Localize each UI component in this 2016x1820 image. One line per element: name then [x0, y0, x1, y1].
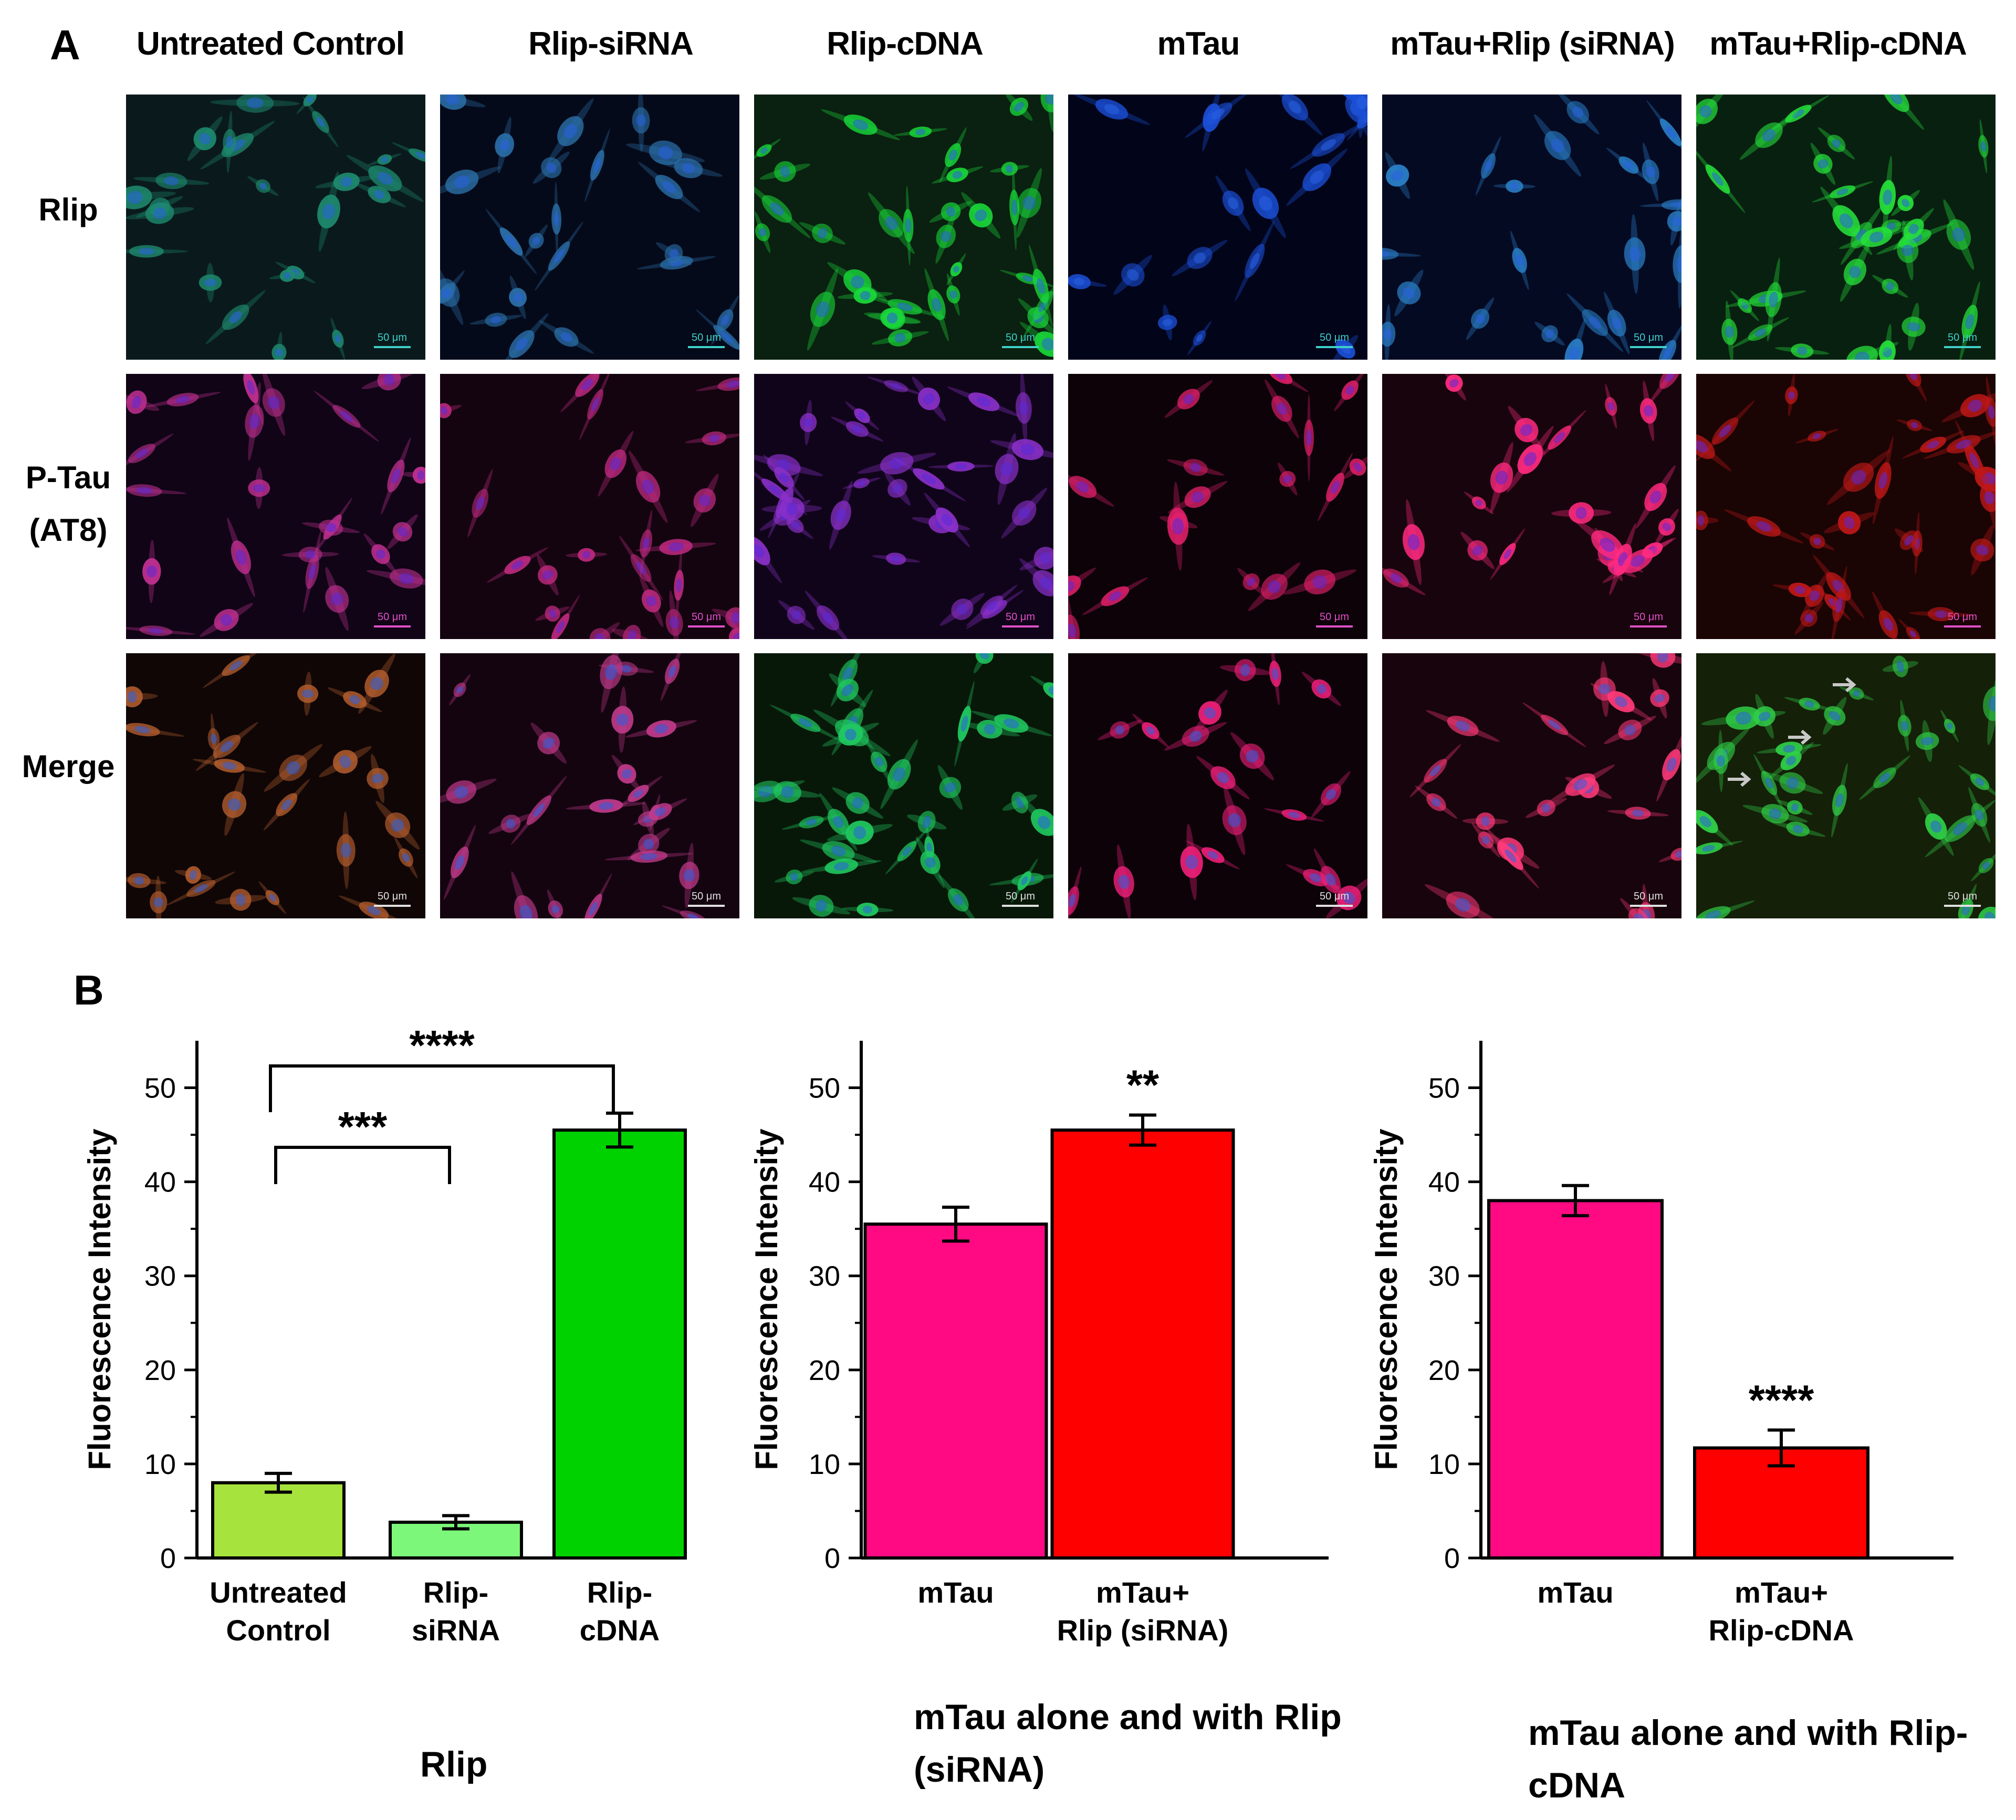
panel-b-letter: B [74, 967, 104, 1013]
micrograph-merge-mtau: 50 μm [1068, 653, 1367, 918]
scale-bar: 50 μm [1316, 891, 1353, 907]
micrograph-rlip-mts: 50 μm [1382, 95, 1681, 360]
y-tick-label: 20 [1428, 1355, 1460, 1386]
y-tick-label: 10 [1428, 1449, 1460, 1480]
column-header-sir: Rlip-siRNA [528, 26, 694, 62]
bar-0 [863, 1222, 1048, 1560]
micrograph-ptau-uc: 50 μm [126, 374, 425, 639]
scale-bar: 50 μm [688, 891, 725, 907]
column-header-mts: mTau+Rlip (siRNA) [1390, 26, 1675, 62]
column-header-mtc: mTau+Rlip-cDNA [1709, 26, 1967, 62]
scale-bar: 50 μm [374, 891, 411, 907]
category-label-2: Rlip-cDNA [580, 1576, 660, 1647]
micrograph-ptau-sir: 50 μm [440, 374, 739, 639]
scale-bar: 50 μm [1316, 611, 1353, 627]
caption-mtau-cdna: mTau alone and with Rlip-cDNA [1528, 1713, 1968, 1805]
y-tick-label: 20 [144, 1355, 176, 1386]
micrograph-ptau-mtc: 50 μm [1696, 374, 1996, 639]
scale-bar: 50 μm [374, 332, 411, 348]
y-tick-label: 0 [1444, 1543, 1460, 1574]
category-label-0: mTau [1537, 1576, 1613, 1609]
panel-a-letter: A [50, 22, 80, 68]
micrograph-merge-mts: 50 μm [1382, 653, 1681, 918]
category-label-1: mTau+ Rlip-cDNA [1709, 1576, 1854, 1647]
column-header-mtau: mTau [1157, 26, 1240, 62]
micrograph-rlip-mtc: 50 μm [1696, 95, 1996, 360]
scale-bar: 50 μm [1002, 891, 1039, 907]
scale-bar: 50 μm [688, 332, 725, 348]
significance-label-1: *** [338, 1103, 388, 1150]
scale-bar: 50 μm [688, 611, 725, 627]
category-label-1: Rlip-siRNA [412, 1576, 500, 1647]
caption-rlip: Rlip [420, 1744, 488, 1784]
significance-bracket-1 [274, 1146, 451, 1184]
micrograph-rlip-uc: 50 μm [126, 95, 425, 360]
y-tick-label: 40 [809, 1167, 840, 1198]
bar-2 [552, 1128, 687, 1560]
bar-0 [1487, 1199, 1664, 1560]
chart-mtau-sirna: 0 10 20 30 40 50 Fluorescence Intensity mTau mTa… [749, 1041, 1329, 1647]
micrograph-merge-sir: 50 μm [440, 653, 739, 918]
scale-bar: 50 μm [1316, 332, 1353, 348]
scale-bar: 50 μm [1002, 611, 1039, 627]
micrograph-merge-cdna: 50 μm [754, 653, 1053, 918]
significance-bracket-0 [269, 1064, 615, 1112]
scale-bar: 50 μm [1002, 332, 1039, 348]
micrograph-rlip-sir: 50 μm [440, 95, 739, 360]
y-tick-label: 10 [809, 1449, 840, 1480]
significance-label-0: **** [409, 1022, 475, 1069]
y-axis-label: Fluorescence Intensity [749, 1128, 784, 1470]
y-axis-label: Fluorescence Intensity [1369, 1128, 1404, 1470]
significance-stars-1: ** [1126, 1061, 1160, 1108]
y-tick-label: 40 [144, 1167, 176, 1198]
y-tick-label: 50 [1428, 1073, 1460, 1104]
y-tick-label: 20 [809, 1355, 840, 1386]
scale-bar: 50 μm [374, 611, 411, 627]
row-label-rlip: Rlip [38, 192, 98, 227]
row-label-ptau: P-Tau (AT8) [25, 460, 111, 548]
column-header-cdna: Rlip-cDNA [827, 26, 984, 62]
scale-bar: 50 μm [1944, 611, 1981, 627]
micrograph-merge-uc: 50 μm [126, 653, 425, 918]
chart-rlip: 0 10 20 30 40 50 Fluorescence Intensity Untreat… [82, 1022, 687, 1647]
y-tick-label: 0 [160, 1543, 176, 1574]
scale-bar: 50 μm [1630, 611, 1667, 627]
micrograph-merge-mtc: 50 μm [1696, 653, 1996, 918]
y-tick-label: 30 [144, 1261, 176, 1292]
y-tick-label: 50 [809, 1073, 840, 1104]
y-tick-label: 30 [1428, 1261, 1460, 1292]
scale-bar: 50 μm [1630, 332, 1667, 348]
micrograph-rlip-cdna: 50 μm [754, 95, 1053, 360]
scale-bar: 50 μm [1630, 891, 1667, 907]
category-label-0: mTau [917, 1576, 994, 1609]
y-tick-label: 10 [144, 1449, 176, 1480]
y-tick-label: 40 [1428, 1167, 1460, 1198]
significance-stars-1: **** [1749, 1376, 1814, 1423]
micrograph-ptau-mts: 50 μm [1382, 374, 1681, 639]
scale-bar: 50 μm [1944, 891, 1981, 907]
micrograph-ptau-mtau: 50 μm [1068, 374, 1367, 639]
caption-mtau-sirna: mTau alone and with Rlip (siRNA) [914, 1697, 1342, 1790]
y-axis-label: Fluorescence Intensity [82, 1128, 117, 1470]
bar-1 [1050, 1128, 1235, 1560]
y-tick-label: 50 [144, 1073, 176, 1104]
micrograph-rlip-mtau: 50 μm [1068, 95, 1367, 360]
category-label-0: Untreated Control [210, 1576, 347, 1647]
chart-mtau-cdna: 0 10 20 30 40 50 Fluorescence Intensity mTau mTa… [1369, 1041, 1954, 1647]
y-tick-label: 0 [824, 1543, 840, 1574]
y-tick-label: 30 [809, 1261, 840, 1292]
scale-bar: 50 μm [1944, 332, 1981, 348]
category-label-1: mTau+ Rlip (siRNA) [1057, 1576, 1229, 1647]
bar-0 [211, 1481, 346, 1560]
column-header-uc: Untreated Control [137, 26, 405, 62]
row-label-merge: Merge [22, 749, 115, 784]
micrograph-ptau-cdna: 50 μm [754, 374, 1053, 639]
